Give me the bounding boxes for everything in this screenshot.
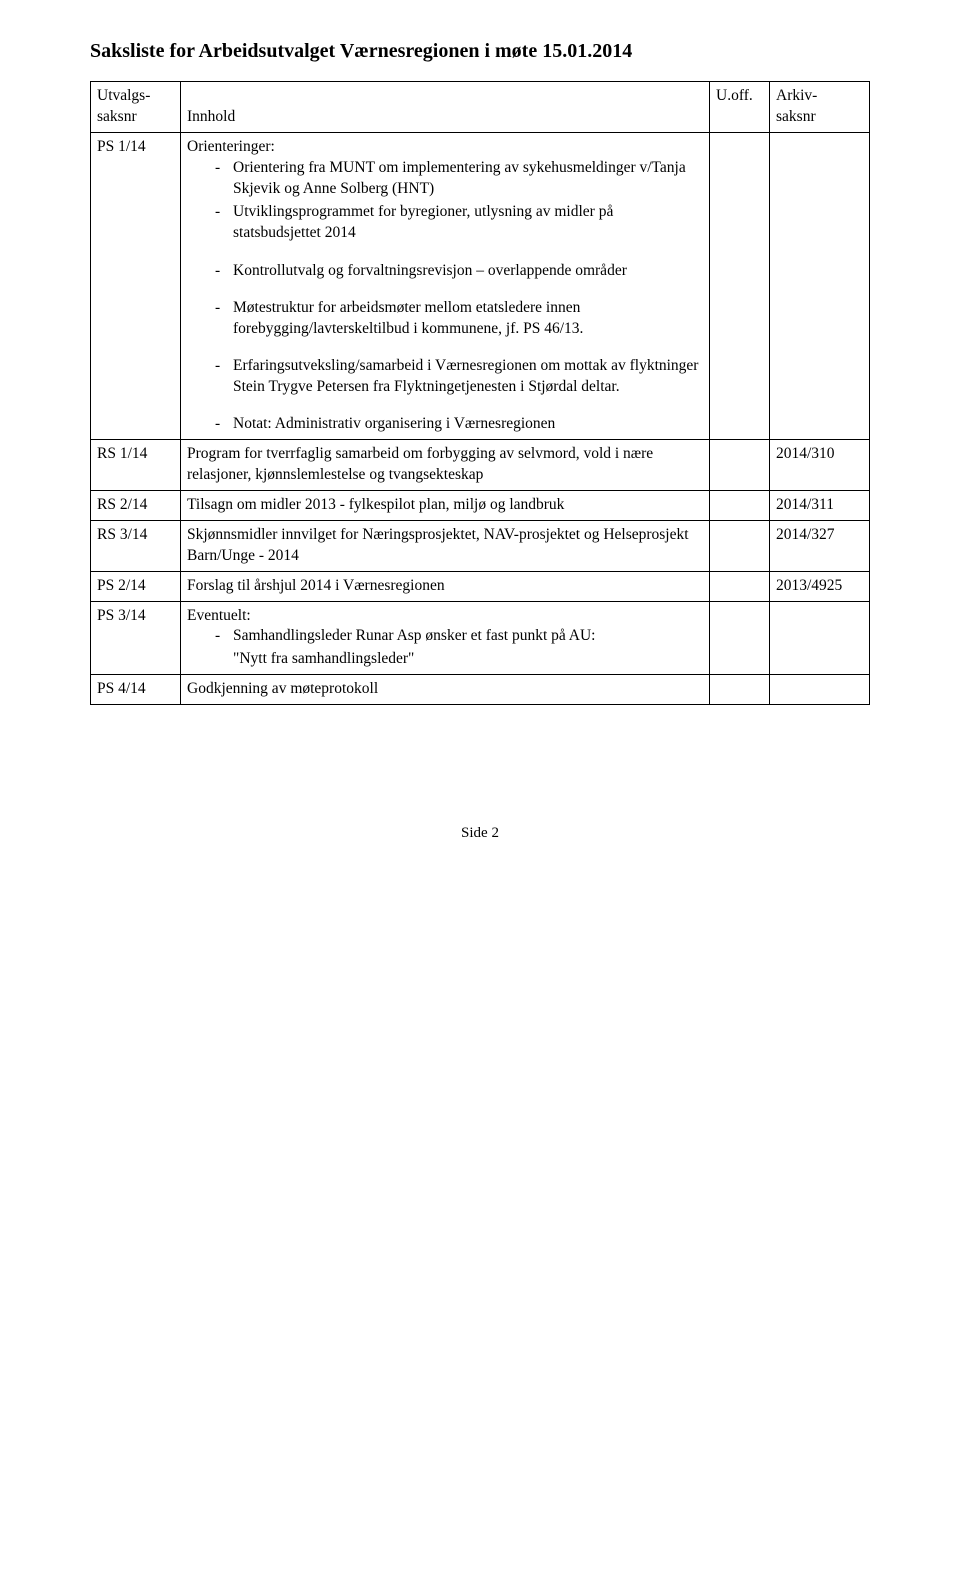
header-text: saksnr	[776, 108, 816, 125]
header-uoff: U.off.	[710, 82, 770, 133]
innhold-cell: Orienteringer: Orientering fra MUNT om i…	[181, 132, 710, 439]
table-row: PS 4/14 Godkjenning av møteprotokoll	[91, 675, 870, 705]
header-text: saksnr	[97, 108, 137, 125]
uoff-cell	[710, 520, 770, 571]
uoff-cell	[710, 490, 770, 520]
saksliste-table: Utvalgs- saksnr Innhold U.off. Arkiv- sa…	[90, 81, 870, 705]
innhold-cell: Program for tverrfaglig samarbeid om for…	[181, 439, 710, 490]
list-item: Møtestruktur for arbeidsmøter mellom eta…	[215, 298, 703, 340]
arkiv-cell	[770, 601, 870, 675]
arkiv-cell	[770, 132, 870, 439]
list-item: Notat: Administrativ organisering i Værn…	[215, 414, 703, 435]
row-heading: Orienteringer:	[187, 138, 275, 155]
header-text: Arkiv-	[776, 87, 817, 104]
arkiv-cell: 2014/310	[770, 439, 870, 490]
list-item: Erfaringsutveksling/samarbeid i Værnesre…	[215, 356, 703, 398]
bullet-list: Samhandlingsleder Runar Asp ønsker et fa…	[215, 626, 703, 647]
saknr-cell: PS 2/14	[91, 571, 181, 601]
header-arkivsaksnr: Arkiv- saksnr	[770, 82, 870, 133]
page-title: Saksliste for Arbeidsutvalget Værnesregi…	[90, 40, 870, 63]
table-row: PS 2/14 Forslag til årshjul 2014 i Værne…	[91, 571, 870, 601]
list-item: Orientering fra MUNT om implementering a…	[215, 158, 703, 200]
saknr-cell: RS 1/14	[91, 439, 181, 490]
quote-text: "Nytt fra samhandlingsleder"	[233, 649, 703, 670]
header-innhold: Innhold	[181, 82, 710, 133]
uoff-cell	[710, 601, 770, 675]
list-item: Kontrollutvalg og forvaltningsrevisjon –…	[215, 261, 703, 282]
header-utvalgssaksnr: Utvalgs- saksnr	[91, 82, 181, 133]
saknr-cell: RS 3/14	[91, 520, 181, 571]
innhold-cell: Godkjenning av møteprotokoll	[181, 675, 710, 705]
innhold-cell: Tilsagn om midler 2013 - fylkespilot pla…	[181, 490, 710, 520]
row-heading: Eventuelt:	[187, 607, 251, 624]
arkiv-cell: 2013/4925	[770, 571, 870, 601]
saknr-cell: PS 4/14	[91, 675, 181, 705]
header-text: Utvalgs-	[97, 87, 150, 104]
list-item: Utviklingsprogrammet for byregioner, utl…	[215, 202, 703, 244]
list-item: Samhandlingsleder Runar Asp ønsker et fa…	[215, 626, 703, 647]
innhold-cell: Forslag til årshjul 2014 i Værnesregione…	[181, 571, 710, 601]
saknr-cell: RS 2/14	[91, 490, 181, 520]
table-row: PS 1/14 Orienteringer: Orientering fra M…	[91, 132, 870, 439]
innhold-cell: Eventuelt: Samhandlingsleder Runar Asp ø…	[181, 601, 710, 675]
uoff-cell	[710, 571, 770, 601]
table-row: RS 1/14 Program for tverrfaglig samarbei…	[91, 439, 870, 490]
saknr-cell: PS 1/14	[91, 132, 181, 439]
table-row: RS 3/14 Skjønnsmidler innvilget for Næri…	[91, 520, 870, 571]
saknr-cell: PS 3/14	[91, 601, 181, 675]
uoff-cell	[710, 439, 770, 490]
uoff-cell	[710, 132, 770, 439]
table-row: PS 3/14 Eventuelt: Samhandlingsleder Run…	[91, 601, 870, 675]
bullet-list: Kontrollutvalg og forvaltningsrevisjon –…	[215, 261, 703, 435]
bullet-list: Orientering fra MUNT om implementering a…	[215, 158, 703, 244]
table-row: RS 2/14 Tilsagn om midler 2013 - fylkesp…	[91, 490, 870, 520]
arkiv-cell: 2014/311	[770, 490, 870, 520]
uoff-cell	[710, 675, 770, 705]
arkiv-cell	[770, 675, 870, 705]
page-footer: Side 2	[90, 825, 870, 842]
innhold-cell: Skjønnsmidler innvilget for Næringsprosj…	[181, 520, 710, 571]
arkiv-cell: 2014/327	[770, 520, 870, 571]
table-header-row: Utvalgs- saksnr Innhold U.off. Arkiv- sa…	[91, 82, 870, 133]
